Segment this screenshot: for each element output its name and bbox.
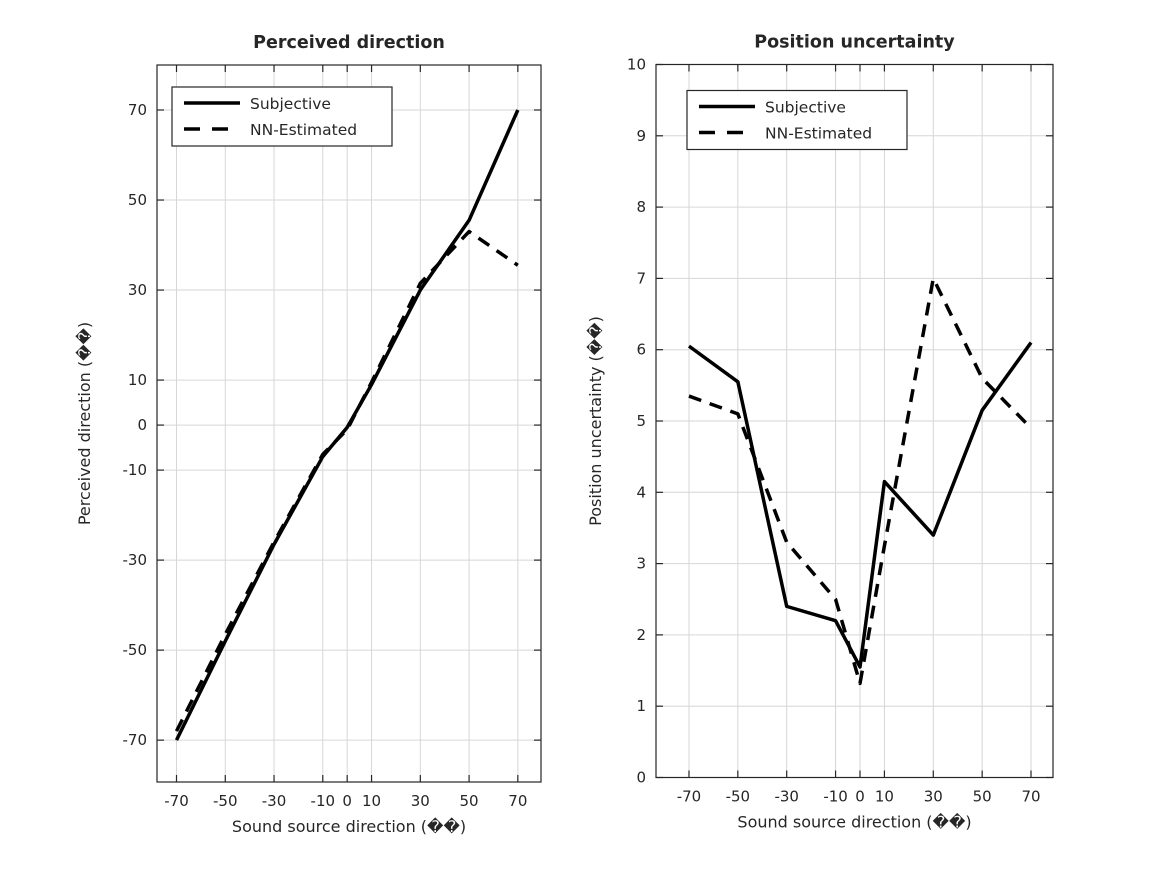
x-tick-label: -30 (262, 792, 287, 810)
legend-label: NN-Estimated (250, 121, 357, 139)
y-tick-label: 50 (128, 191, 147, 209)
y-tick-label: -30 (123, 551, 148, 569)
y-tick-label: 30 (128, 281, 147, 299)
y-tick-label: 0 (636, 769, 646, 787)
y-tick-label: 4 (636, 483, 646, 501)
y-tick-label: 9 (636, 127, 646, 145)
y-tick-label: 6 (636, 341, 646, 359)
y-tick-label: 1 (636, 697, 646, 715)
y-tick-label: 3 (636, 555, 646, 573)
y-tick-labels: 0 1 2 3 4 5 6 7 8 9 10 (627, 56, 646, 787)
x-tick-label: 10 (875, 788, 894, 806)
ticks (157, 65, 541, 782)
y-tick-labels: -70 -50 -30 -10 0 10 30 50 70 (123, 101, 148, 749)
series-nn-estimated-line (688, 276, 1033, 686)
plot-frame (156, 64, 542, 783)
legend: Subjective NN-Estimated (686, 89, 908, 151)
y-tick-label: 10 (627, 56, 646, 74)
plot-title: Perceived direction (253, 33, 445, 53)
y-tick-label: 70 (128, 101, 147, 119)
x-tick-label: -70 (677, 788, 702, 806)
legend-label: Subjective (765, 99, 846, 117)
grid (157, 65, 541, 782)
x-tick-labels: -70 -50 -30 -10 0 10 30 50 70 (677, 788, 1041, 806)
series-nn-estimated-line (174, 229, 519, 732)
ticks (656, 63, 1053, 779)
x-tick-label: 30 (924, 788, 943, 806)
x-axis-label: Sound source direction (��) (737, 813, 971, 832)
legend-item: NN-Estimated (699, 125, 872, 143)
y-axis-label: Perceived direction (��) (75, 322, 94, 525)
grid (656, 64, 1053, 778)
x-tick-labels: -70 -50 -30 -10 0 10 30 50 70 (164, 792, 527, 810)
x-tick-label: -70 (164, 792, 189, 810)
x-tick-label: 70 (1021, 788, 1040, 806)
x-tick-label: 10 (362, 792, 381, 810)
y-tick-label: 10 (128, 371, 147, 389)
legend-item: Subjective (699, 99, 846, 117)
y-axis-label: Position uncertainty (��) (586, 316, 605, 526)
y-tick-label: -70 (123, 731, 148, 749)
legend-box (171, 86, 393, 147)
x-tick-label: -50 (726, 788, 751, 806)
legend-label: Subjective (250, 95, 331, 113)
series-subjective-line (174, 109, 520, 741)
x-tick-label: -30 (774, 788, 799, 806)
x-tick-label: 0 (855, 788, 865, 806)
x-tick-label: 0 (342, 792, 352, 810)
legend-item: NN-Estimated (184, 121, 357, 139)
y-tick-label: -50 (123, 641, 148, 659)
x-tick-label: 50 (973, 788, 992, 806)
y-tick-label: 5 (636, 412, 646, 430)
x-tick-label: -10 (311, 792, 336, 810)
legend-box (686, 89, 908, 151)
x-tick-label: 50 (460, 792, 479, 810)
y-tick-label: 2 (636, 626, 646, 644)
legend: Subjective NN-Estimated (171, 86, 393, 147)
x-tick-label: 70 (508, 792, 527, 810)
plot-perceived-direction: -70 -50 -30 -10 0 10 30 50 70 -70 -50 -30 -10 0 10 30 50… (75, 33, 542, 836)
x-tick-label: -50 (213, 792, 238, 810)
y-tick-label: -10 (123, 461, 148, 479)
legend-label: NN-Estimated (765, 125, 872, 143)
plot-title: Position uncertainty (754, 33, 955, 53)
legend-item: Subjective (184, 95, 331, 113)
y-tick-label: 8 (636, 198, 646, 216)
y-tick-label: 7 (636, 269, 646, 287)
y-tick-label: 0 (137, 416, 147, 434)
x-axis-label: Sound source direction (��) (232, 817, 466, 836)
x-tick-label: 30 (411, 792, 430, 810)
x-tick-label: -10 (823, 788, 848, 806)
plot-position-uncertainty: -70 -50 -30 -10 0 10 30 50 70 0 1 2 3 4 5 6 7 8 9 10 Positio… (586, 33, 1054, 832)
